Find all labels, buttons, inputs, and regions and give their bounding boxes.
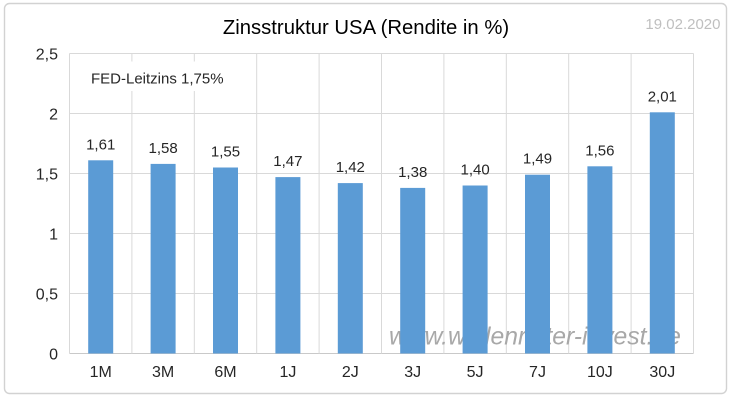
svg-text:30J: 30J — [649, 364, 675, 381]
svg-text:1,61: 1,61 — [86, 136, 115, 153]
svg-text:7J: 7J — [529, 364, 546, 381]
svg-text:FED-Leitzins 1,75%: FED-Leitzins 1,75% — [91, 71, 224, 88]
svg-text:Zinsstruktur USA (Rendite in %: Zinsstruktur USA (Rendite in %) — [223, 17, 509, 39]
svg-text:1M: 1M — [90, 364, 112, 381]
svg-text:1,42: 1,42 — [336, 159, 365, 176]
svg-text:1,40: 1,40 — [460, 162, 489, 179]
svg-text:10J: 10J — [587, 364, 613, 381]
svg-text:2: 2 — [49, 107, 58, 124]
svg-text:1,5: 1,5 — [36, 167, 58, 184]
svg-text:1J: 1J — [279, 364, 296, 381]
svg-text:1,49: 1,49 — [523, 151, 552, 168]
svg-text:3J: 3J — [404, 364, 421, 381]
svg-text:2,01: 2,01 — [648, 88, 677, 105]
svg-text:1: 1 — [49, 227, 58, 244]
svg-text:0: 0 — [49, 347, 58, 364]
svg-text:1,58: 1,58 — [148, 140, 177, 157]
svg-text:1,47: 1,47 — [273, 153, 302, 170]
svg-text:5J: 5J — [467, 364, 484, 381]
svg-text:19.02.2020: 19.02.2020 — [645, 16, 720, 33]
svg-text:3M: 3M — [152, 364, 174, 381]
svg-text:0,5: 0,5 — [36, 287, 58, 304]
svg-text:2,5: 2,5 — [36, 47, 58, 64]
svg-text:6M: 6M — [214, 364, 236, 381]
svg-text:1,55: 1,55 — [211, 144, 240, 161]
svg-text:1,56: 1,56 — [585, 142, 614, 159]
svg-text:1,38: 1,38 — [398, 164, 427, 181]
svg-text:2J: 2J — [342, 364, 359, 381]
